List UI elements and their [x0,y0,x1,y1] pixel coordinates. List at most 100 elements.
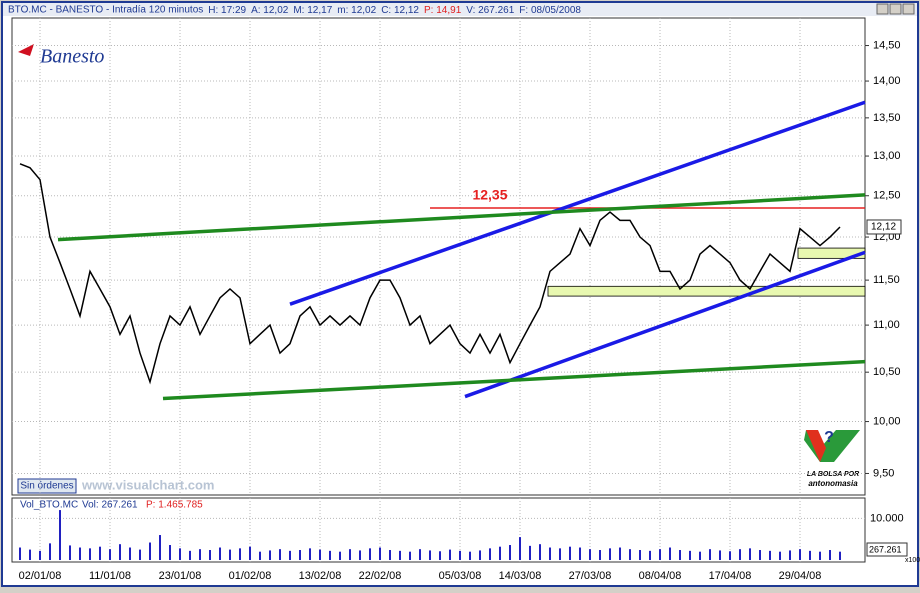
volume-bar [499,546,501,560]
trendline [464,250,866,399]
volume-bar [269,550,271,560]
title-field: C: 12,12 [381,5,419,16]
title-bar [3,3,917,16]
logo-mark [18,44,34,56]
last-price-box [866,219,902,235]
y-tick-label: 13,50 [873,112,901,124]
title-field: F: 08/05/2008 [519,5,581,16]
volume-bar [629,549,631,560]
x-tick-label: 23/01/08 [159,570,202,582]
volume-bar [29,549,31,560]
title-field: V: 267.261 [466,5,514,16]
volume-bar [339,551,341,560]
volume-bar [169,545,171,560]
y-tick-label: 12,50 [873,190,901,202]
volume-bar [689,550,691,560]
price-line [19,163,841,385]
volume-bar [819,551,821,560]
volume-bar [159,535,161,560]
volume-bar [599,550,601,560]
volume-bar [699,551,701,560]
volume-bar [309,548,311,560]
x-tick-label: 02/01/08 [19,570,62,582]
volume-bar [39,550,41,560]
volume-bar [759,550,761,560]
last-volume-label: 267.261 [869,544,902,554]
x-tick-label: 13/02/08 [299,570,342,582]
maximize-button[interactable] [889,3,902,15]
volume-bar [749,548,751,560]
brand-logo: ? LA BOLSA POR antonomasia [804,429,860,488]
volume-bar [289,550,291,560]
y-tick-label: 11,00 [873,319,900,331]
volume-bar [179,548,181,560]
price-pane [11,17,866,496]
y-tick-label: 14,50 [873,39,901,51]
brand-mark: ? [824,429,834,446]
watermark: www.visualchart.com [81,477,214,492]
volume-bar [459,550,461,560]
trendline [289,100,866,306]
volume-bar [709,549,711,560]
volume-bar [259,551,261,560]
volume-bar [589,549,591,560]
volume-pane [11,497,866,563]
x-tick-label: 17/04/08 [709,570,752,582]
orders-button[interactable] [17,478,77,494]
volume-bar [379,547,381,560]
volume-bar [189,550,191,560]
volume-bar [559,548,561,560]
banesto-logo: Banesto [18,44,104,68]
trendline [57,193,866,242]
x-tick-label: 14/03/08 [499,570,542,582]
window-title: BTO.MC - BANESTO - Intradía 120 minutos H… [8,5,581,16]
volume-bar [399,550,401,560]
minimize-button[interactable] [876,3,889,15]
volume-bar [409,551,411,560]
volume-bar [619,547,621,560]
volume-bar [529,545,531,560]
title-field: M: 12,17 [293,5,332,16]
x-tick-label: 08/04/08 [639,570,682,582]
volume-bar [279,549,281,560]
volume-bar [539,544,541,560]
volume-bar [439,551,441,560]
volume-bar [319,549,321,560]
volume-bar [209,550,211,560]
volume-bar [139,549,141,560]
volume-unit: x100 [905,557,920,564]
volume-bar [569,546,571,560]
x-tick-label: 01/02/08 [229,570,272,582]
close-button[interactable] [902,3,915,15]
y-tick-label: 9,50 [873,467,894,479]
volume-bar [679,550,681,560]
volume-bar [219,547,221,560]
x-tick-label: 05/03/08 [439,570,482,582]
volume-note: P: 1.465.785 [146,500,203,511]
title-field: P: 14,91 [424,5,462,16]
volume-bar [479,550,481,560]
volume-bar [119,544,121,560]
volume-bar [389,550,391,560]
volume-bar [69,545,71,560]
volume-bar [829,550,831,560]
y-tick-label: 10.000 [870,512,904,524]
brand-shape-left [806,430,826,462]
support-zone [547,285,866,297]
volume-bar [349,549,351,560]
volume-value: Vol: 267.261 [82,500,138,511]
volume-bar [669,547,671,560]
volume-title: Vol_BTO.MC [20,500,78,511]
volume-bar [369,548,371,560]
volume-bar [59,510,61,560]
trendline [162,359,866,401]
volume-bar [609,548,611,560]
volume-bar [79,547,81,560]
volume-bar [419,549,421,560]
volume-bar [579,547,581,560]
volume-bar [729,551,731,560]
volume-bar [229,549,231,560]
volume-bar [449,549,451,560]
volume-bar [639,550,641,560]
